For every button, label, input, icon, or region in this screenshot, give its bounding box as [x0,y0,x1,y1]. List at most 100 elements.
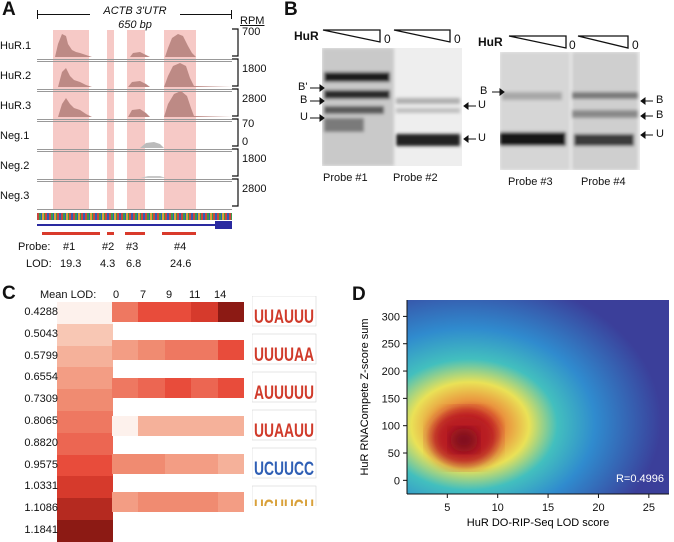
scale-neg3: 2800 [242,183,267,195]
mean-lod-tick-4: 14 [214,289,227,301]
heatmap-cell [217,454,244,474]
y-tick-label: 300 [382,311,400,323]
x-tick-label: 5 [444,502,450,514]
x-tick-label: 15 [542,502,554,514]
band-u-mid-2: U [478,132,486,144]
lod-scale-swatch [57,411,113,433]
heatmap-cell [164,340,192,360]
band-b-right-1: B [656,94,664,106]
probe-lod-1: 19.3 [60,258,82,270]
track-label-hur1: HuR.1 [0,40,32,52]
probe-label-2: Probe #2 [393,172,438,184]
lod-scale-swatch [57,367,113,390]
density-chart: 0 50 100 150 200 250 300 5 10 15 20 25 HuR DO-RIP-… [359,300,669,529]
hur-label-left: HuR [294,29,319,43]
svg-text:UGUUGU: UGUUGU [254,497,314,506]
heatmap-cell [164,454,192,474]
lod-scale-swatch [57,520,113,542]
heatmap-cell [112,302,139,322]
track-label-hur3: HuR.3 [0,100,32,112]
utr-bracket-left [37,10,38,19]
titration-wedges [322,29,629,49]
neg1-coverage [37,142,232,148]
scale-hur2: 1800 [242,63,267,75]
logo-row-3: AUUUUU [252,371,317,404]
band-b-right-gel: B [480,85,488,97]
gel-right [500,52,640,170]
x-tick-label: 20 [592,502,604,514]
probe-name-4: #4 [174,241,187,253]
panel-c: 0.4288 0.5043 0.5799 0.6554 0.7309 0.8065 0.88… [0,280,340,542]
scale-neg1: 70 [242,118,255,130]
mean-lod-tick-0: 0 [113,289,120,301]
scale-neg2: 1800 [242,153,267,165]
titration-wedge-4 [577,35,629,49]
heatmap-cell [138,302,165,322]
band-arrows [310,84,653,143]
x-axis-label: HuR DO-RIP-Seq LOD score [467,517,609,529]
lod-scale-label: 0.5799 [24,349,58,362]
utr-title: ACTB 3'UTR [90,5,180,17]
logo-row-4: UUAAUU [252,409,317,442]
hur1-coverage [37,34,232,57]
probe-bar-1 [42,232,100,235]
wedge-zero-2: 0 [454,32,461,46]
heatmap-cell [138,492,165,512]
probe-label-4: Probe #4 [581,176,626,188]
y-axis-ticks: 0 50 100 150 200 250 300 [382,311,407,487]
correlation-annotation: R=0.4996 [616,473,664,485]
band-b-left: B [300,94,308,106]
lod-scale-label: 0.8820 [24,436,58,449]
gene-model-end [215,221,232,229]
logo-row-1: UUAUUU [252,296,317,328]
panel-a: ACTB 3'UTR 650 bp RPM HuR.1 HuR.2 HuR.3 … [0,0,266,290]
probe-label-1: Probe #1 [323,172,368,184]
heatmap-cell [191,340,218,360]
scale-brackets [232,28,239,207]
heatmap-cell [217,378,244,398]
probe-label-3: Probe #3 [508,176,553,188]
mean-lod-label: Mean LOD: [40,289,97,301]
y-axis-label: HuR RNACompete Z-score sum [359,318,371,475]
mean-lod-tick-3: 11 [189,289,201,301]
hur-label-right: HuR [478,35,503,49]
rpm-header: RPM [240,15,265,27]
gene-model [37,224,215,226]
heatmap-cell [164,492,192,512]
lod-scale-swatch [57,345,113,368]
lod-scale-labels: 0.4288 0.5043 0.5799 0.6554 0.7309 0.8065 0.88… [0,302,58,542]
heatmap-cell [164,416,192,436]
wedge-zero-4: 0 [632,38,639,52]
heatmap-cell [138,416,165,436]
mean-lod-tick-1: 7 [140,289,147,301]
probe-name-2: #2 [102,241,115,253]
panel-b-letter: B [284,0,298,20]
lod-scale-swatch [57,476,113,499]
y-tick-label: 0 [394,475,400,487]
gel-left [322,48,462,166]
mean-lod-tick-2: 9 [166,289,173,301]
titration-wedge-3 [508,35,567,49]
panel-b: HuR 0 0 HuR 0 0 [280,0,674,200]
logo-row-2: UUUUAA [252,333,317,366]
lod-scale-label: 0.4288 [24,306,58,318]
lod-scale-swatch [57,389,113,411]
panel-d-letter: D [352,284,366,305]
lod-scale-swatch [57,302,113,324]
lod-color-scale [57,302,113,542]
motif-logos: UUAUUU UUUUAA AUUUUU UUAAUU UCUUCC UGUUG… [252,296,317,506]
logo-row-5: UCUUCC [252,447,317,480]
heatmap-cell [191,416,218,436]
band-u-left: U [300,111,308,123]
heatmap-cell [112,416,139,436]
lod-scale-swatch [57,498,113,520]
heatmap-cell [191,454,218,474]
logo-row-6: UGUUGU [252,485,317,506]
svg-text:AUUUUU: AUUUUU [254,383,314,404]
scale-hur1: 700 [242,26,261,38]
hur3-coverage [37,91,232,117]
heatmap-cell [164,378,192,398]
heatmap-cell [112,492,139,512]
lod-scale-label: 0.5043 [24,327,58,340]
heatmap-cell [191,378,218,398]
